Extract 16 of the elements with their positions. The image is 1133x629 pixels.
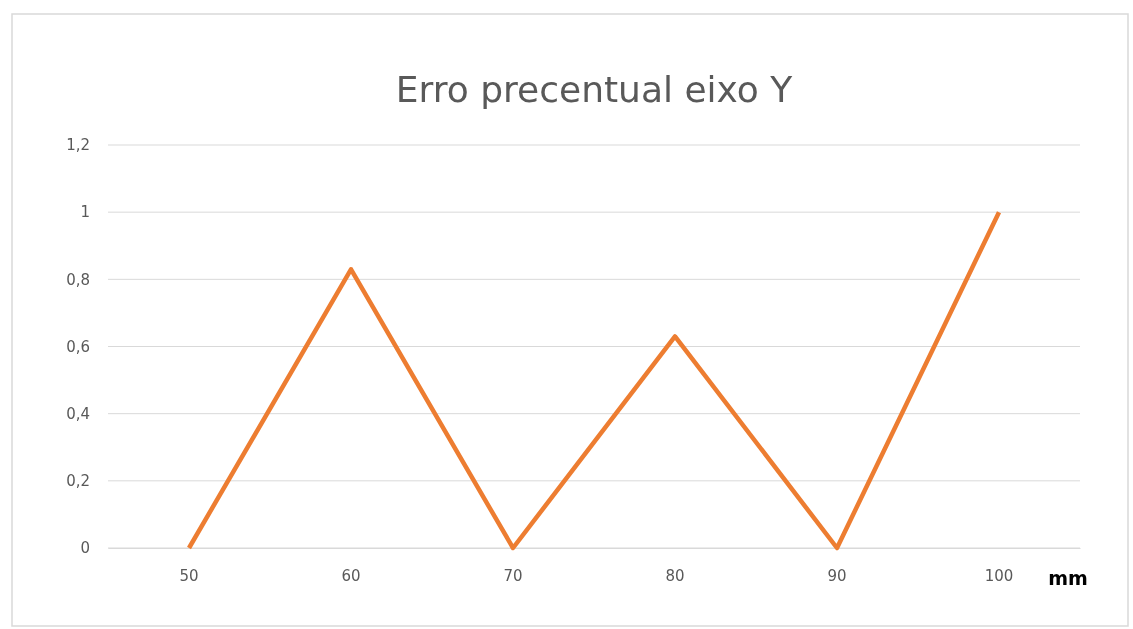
y-tick-label: 0,6 [66,337,90,356]
y-tick-label: 0 [80,539,90,558]
x-tick-label: 90 [827,566,847,585]
y-tick-label: 0,2 [66,472,90,491]
x-tick-label: 50 [179,566,199,585]
x-tick-label: 100 [984,566,1014,585]
y-tick-label: 1,2 [66,136,90,155]
chart-title: Erro precentual eixo Y [395,69,794,110]
y-tick-label: 1 [80,203,90,222]
x-tick-label: 80 [665,566,685,585]
x-axis-title: mm [1048,567,1088,589]
y-tick-label: 0,8 [66,270,90,289]
x-tick-label: 60 [341,566,361,585]
x-tick-label: 70 [503,566,523,585]
line-series [186,209,1002,551]
y-tick-label: 0,4 [66,404,90,423]
